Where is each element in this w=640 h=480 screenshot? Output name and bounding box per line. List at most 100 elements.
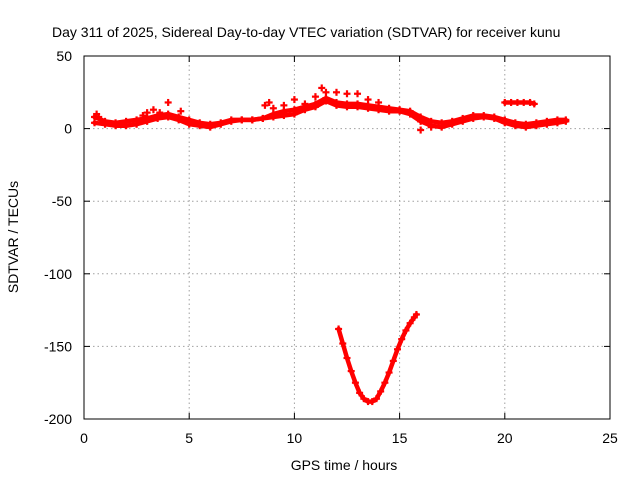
data-point: [389, 357, 397, 365]
data-point: [513, 98, 521, 106]
data-point: [322, 97, 330, 105]
data-point: [398, 335, 406, 343]
data-point: [164, 113, 172, 121]
data-point: [143, 117, 151, 125]
data-point: [154, 114, 162, 122]
data-point: [259, 114, 267, 122]
data-point: [217, 120, 225, 128]
plot-frame: [83, 55, 611, 420]
data-point: [335, 325, 343, 333]
data-point: [490, 114, 498, 122]
data-point: [364, 104, 372, 112]
data-point: [562, 117, 570, 125]
data-point: [381, 379, 389, 387]
data-point: [280, 112, 288, 120]
y-tick-label: 50: [56, 48, 72, 64]
y-tick-label: -200: [44, 411, 72, 427]
data-points: [91, 84, 570, 406]
data-point: [164, 98, 172, 106]
data-point: [427, 123, 435, 131]
data-point: [311, 103, 319, 111]
data-point: [139, 112, 147, 120]
data-point: [393, 345, 401, 353]
data-point: [402, 326, 410, 334]
chart-title: Day 311 of 2025, Sidereal Day-to-day VTE…: [52, 24, 560, 40]
data-point: [396, 107, 404, 115]
data-point: [368, 398, 376, 406]
data-point: [385, 369, 393, 377]
axis-ticks: 0 5 10 15 20 25 50 0 -50 -100 -150 -200: [44, 48, 618, 446]
data-point: [95, 113, 103, 121]
data-point: [501, 98, 509, 106]
y-tick-label: -50: [52, 193, 72, 209]
data-point: [311, 93, 319, 101]
data-point: [448, 120, 456, 128]
data-point: [149, 106, 157, 114]
data-point: [322, 88, 330, 96]
data-point: [530, 100, 538, 108]
data-point: [112, 122, 120, 130]
data-point: [543, 120, 551, 128]
data-point: [372, 395, 380, 403]
data-point: [196, 122, 204, 130]
data-point: [91, 119, 99, 127]
data-point: [248, 116, 256, 124]
data-point: [351, 379, 359, 387]
data-point: [185, 120, 193, 128]
data-point: [133, 120, 141, 128]
data-point: [438, 123, 446, 131]
data-point: [459, 117, 467, 125]
data-point: [269, 104, 277, 112]
data-point: [101, 120, 109, 128]
data-point: [227, 117, 235, 125]
data-point: [318, 84, 326, 92]
data-point: [532, 122, 540, 130]
data-point: [354, 90, 362, 98]
data-point: [417, 117, 425, 125]
data-point: [280, 101, 288, 109]
x-tick-label: 20: [497, 430, 513, 446]
data-point: [375, 106, 383, 114]
data-point: [364, 96, 372, 104]
series-line: [92, 98, 569, 130]
y-tick-label: -150: [44, 338, 72, 354]
data-point: [332, 88, 340, 96]
data-point: [122, 122, 130, 130]
data-point: [356, 389, 364, 397]
data-point: [206, 123, 214, 131]
data-point: [480, 113, 488, 121]
data-point: [553, 119, 561, 127]
data-point: [343, 90, 351, 98]
data-point: [522, 123, 530, 131]
data-point: [175, 116, 183, 124]
data-point: [417, 126, 425, 134]
data-point: [412, 310, 420, 318]
x-tick-label: 5: [185, 430, 193, 446]
data-point: [269, 113, 277, 121]
y-axis-label: SDTVAR / TECUs: [5, 181, 21, 293]
data-point: [385, 107, 393, 115]
data-point: [301, 100, 309, 108]
y-tick-label: -100: [44, 266, 72, 282]
data-point: [501, 119, 509, 127]
data-point: [360, 395, 368, 403]
data-point: [238, 116, 246, 124]
data-point: [177, 107, 185, 115]
data-point: [265, 98, 273, 106]
data-point: [377, 387, 385, 395]
data-point: [261, 101, 269, 109]
data-point: [343, 354, 351, 362]
data-point: [511, 122, 519, 130]
data-point: [332, 101, 340, 109]
data-point: [406, 110, 414, 118]
y-tick-label: 0: [64, 121, 72, 137]
x-tick-label: 0: [80, 430, 88, 446]
data-point: [469, 114, 477, 122]
data-point: [507, 98, 515, 106]
x-tick-label: 25: [602, 430, 618, 446]
x-tick-label: 10: [287, 430, 303, 446]
data-point: [347, 367, 355, 375]
data-point: [156, 109, 164, 117]
data-point: [290, 110, 298, 118]
